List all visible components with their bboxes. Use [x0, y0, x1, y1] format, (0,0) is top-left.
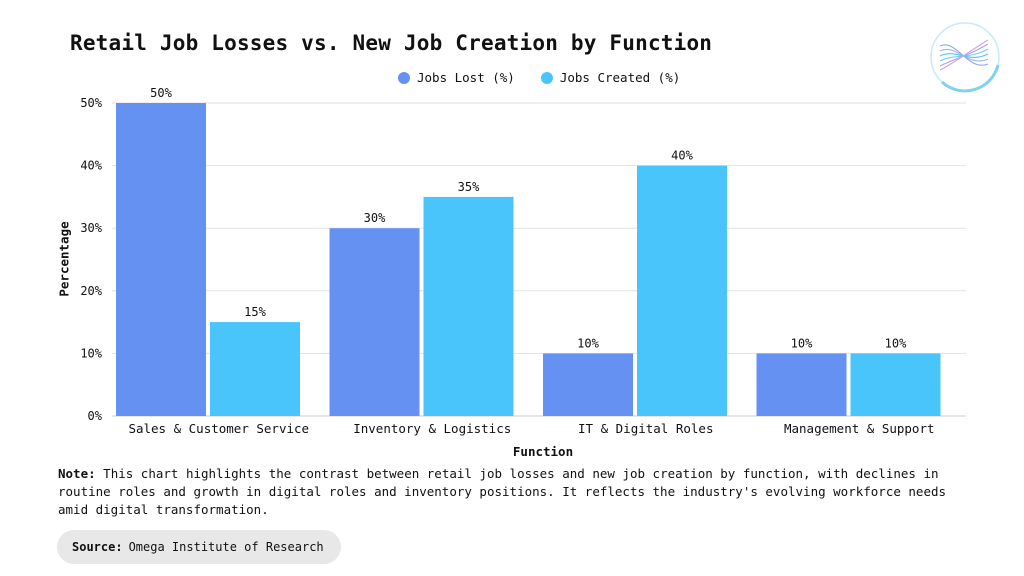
bar-jobs-lost	[756, 353, 847, 416]
bar-jobs-created	[850, 353, 941, 416]
data-label: 30%	[364, 211, 386, 225]
y-tick-label: 10%	[80, 346, 102, 360]
y-tick-label: 0%	[88, 409, 103, 423]
data-label: 10%	[791, 336, 813, 350]
legend-item-jobs-created: Jobs Created (%)	[540, 70, 681, 85]
bar-jobs-created	[423, 196, 514, 416]
legend-item-jobs-lost: Jobs Lost (%)	[398, 70, 515, 85]
x-tick-label: Management & Support	[784, 421, 935, 436]
source-text: Omega Institute of Research	[128, 540, 324, 554]
y-tick-label: 50%	[80, 96, 102, 110]
legend-label-jobs-created: Jobs Created (%)	[559, 70, 681, 85]
data-label: 10%	[577, 336, 599, 350]
y-tick-label: 30%	[80, 221, 102, 235]
x-tick-label: Sales & Customer Service	[128, 421, 309, 436]
bar-jobs-lost	[116, 103, 206, 416]
legend-label-jobs-lost: Jobs Lost (%)	[417, 70, 515, 85]
source-pill: Source: Omega Institute of Research	[57, 530, 341, 564]
note-label: Note:	[58, 466, 96, 481]
source-label: Source:	[72, 540, 123, 554]
x-axis-label: Function	[512, 444, 574, 459]
helix-logo-icon	[930, 22, 1000, 93]
legend-swatch-jobs-created	[540, 71, 553, 84]
x-tick-label: Inventory & Logistics	[353, 421, 511, 436]
chart-title: Retail Job Losses vs. New Job Creation b…	[70, 31, 713, 55]
bar-jobs-created	[210, 322, 300, 416]
chart-legend: Jobs Lost (%) Jobs Created (%)	[398, 70, 680, 85]
data-label: 40%	[671, 149, 693, 163]
y-tick-label: 40%	[80, 159, 102, 173]
data-label: 10%	[885, 336, 907, 350]
note-text: This chart highlights the contrast betwe…	[58, 466, 947, 517]
data-label: 50%	[150, 86, 172, 100]
data-label: 15%	[244, 305, 266, 319]
bar-jobs-lost	[543, 353, 633, 416]
y-tick-label: 20%	[80, 284, 102, 298]
legend-swatch-jobs-lost	[398, 71, 410, 84]
data-label: 35%	[458, 180, 480, 194]
bar-jobs-lost	[329, 228, 420, 416]
chart-note: Note: This chart highlights the contrast…	[58, 465, 970, 519]
bar-jobs-created	[637, 165, 727, 416]
x-tick-label: IT & Digital Roles	[578, 421, 713, 436]
